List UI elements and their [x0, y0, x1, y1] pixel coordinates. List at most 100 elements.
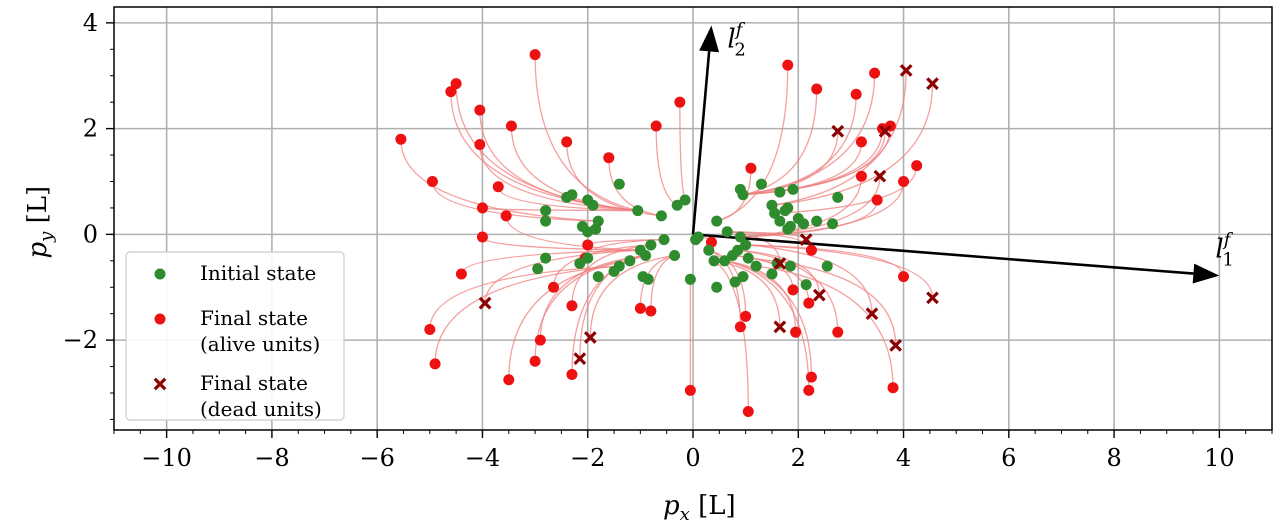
- x-tick-label: 4: [896, 444, 911, 472]
- trajectory-line: [771, 83, 934, 206]
- initial-point: [737, 271, 749, 283]
- alive-point: [869, 67, 881, 79]
- trajectory-line: [708, 249, 747, 317]
- y-axis-label: py [L]: [23, 186, 57, 259]
- initial-point: [566, 189, 578, 201]
- trajectory-line: [534, 54, 638, 212]
- vector-shaft-1: [692, 233, 1194, 275]
- alive-point: [529, 355, 541, 367]
- legend-label-alive: (alive units): [200, 332, 320, 356]
- initial-point: [726, 250, 738, 262]
- alive-point: [566, 300, 578, 312]
- y-tick-label: −2: [63, 326, 98, 354]
- trajectory-line: [650, 254, 675, 312]
- initial-point: [632, 205, 644, 217]
- alive-point: [650, 120, 662, 132]
- trajectory-line: [716, 65, 789, 222]
- alive-point: [855, 170, 867, 182]
- alive-point: [566, 368, 578, 380]
- data-points: [395, 49, 939, 417]
- initial-point: [679, 194, 691, 206]
- trajectory-line: [724, 260, 813, 378]
- initial-point: [642, 273, 654, 285]
- initial-point: [655, 210, 667, 222]
- alive-point: [832, 326, 844, 338]
- alive-point: [424, 324, 436, 336]
- alive-point: [534, 334, 546, 346]
- alive-point: [734, 321, 746, 333]
- trajectory-line: [539, 254, 646, 341]
- dead-marker-stroke: [584, 331, 597, 344]
- legend-label-dead: (dead units): [200, 397, 322, 421]
- vector-label-1: lf 1: [1215, 230, 1233, 271]
- alive-point: [529, 49, 541, 61]
- direction-vectors: lf 1 lf 2: [691, 20, 1234, 284]
- trajectory-line: [484, 249, 641, 304]
- x-tick-label: −4: [465, 444, 500, 472]
- x-axis-label: px [L]: [663, 491, 736, 525]
- x-tick-label: 8: [1106, 444, 1121, 472]
- initial-point: [592, 271, 604, 283]
- initial-point: [669, 250, 681, 262]
- trajectory-line: [479, 110, 638, 212]
- initial-point: [708, 255, 720, 267]
- trajectory-line: [431, 181, 599, 222]
- alive-point: [500, 210, 512, 222]
- initial-point: [782, 223, 794, 235]
- trajectory-line: [434, 265, 620, 364]
- vector-label-2: lf 2: [727, 20, 745, 61]
- trajectory-line: [745, 244, 873, 314]
- alive-point: [561, 136, 573, 148]
- trajectory-line: [756, 265, 894, 388]
- initial-point: [711, 215, 723, 227]
- alive-point: [871, 194, 883, 206]
- y-tick-label: 2: [83, 115, 98, 143]
- axis-ticks: −10 −8 −6 −4 −2 0 2 4 6 8 10 −2 0 2 4: [63, 9, 1273, 472]
- initial-point: [532, 263, 544, 275]
- initial-point: [582, 252, 594, 264]
- trajectory-line: [679, 102, 686, 201]
- alive-point: [887, 382, 899, 394]
- alive-point: [395, 133, 407, 145]
- trajectory-line: [742, 131, 839, 196]
- alive-point: [850, 88, 862, 100]
- trajectory-line: [724, 260, 810, 391]
- alive-point: [805, 244, 817, 256]
- dead-marker-stroke: [812, 288, 826, 302]
- initial-point: [587, 199, 599, 211]
- alive-point: [455, 268, 467, 280]
- alive-point: [803, 384, 815, 396]
- dead-marker-stroke: [865, 307, 879, 321]
- alive-point: [742, 405, 754, 417]
- trajectory-line: [508, 260, 630, 380]
- alive-point: [474, 104, 486, 116]
- initial-point: [771, 257, 783, 269]
- trajectory-line: [639, 254, 675, 309]
- legend-label-initial: Initial state: [200, 261, 316, 285]
- alive-point: [429, 358, 441, 370]
- trajectory-line: [745, 244, 934, 298]
- dead-marker-stroke: [799, 233, 813, 247]
- initial-point: [740, 239, 752, 251]
- initial-point: [703, 244, 715, 256]
- axis-labels: px [L] py [L]: [23, 186, 736, 525]
- initial-point: [734, 231, 746, 243]
- x-tick-label: 2: [791, 444, 806, 472]
- y-tick-label: 0: [83, 220, 98, 248]
- initial-point: [608, 265, 620, 277]
- dead-marker-stroke: [773, 320, 787, 334]
- alive-point: [154, 313, 166, 325]
- alive-point: [445, 86, 457, 98]
- alive-point: [474, 138, 486, 150]
- x-tick-label: −6: [359, 444, 394, 472]
- initial-point: [658, 234, 670, 246]
- trajectory-line: [505, 215, 641, 251]
- initial-point: [821, 260, 833, 272]
- initial-point: [574, 257, 586, 269]
- trajectory-line: [771, 70, 907, 206]
- initial-point: [729, 276, 741, 288]
- trajectory-line: [742, 88, 818, 196]
- alive-point: [782, 59, 794, 71]
- trajectory-line: [740, 176, 881, 238]
